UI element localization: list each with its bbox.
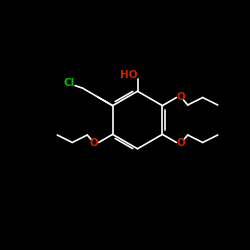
- Text: O: O: [176, 138, 185, 147]
- Text: Cl: Cl: [63, 78, 74, 88]
- Text: O: O: [176, 92, 185, 102]
- Text: O: O: [90, 138, 98, 147]
- Text: HO: HO: [120, 70, 138, 80]
